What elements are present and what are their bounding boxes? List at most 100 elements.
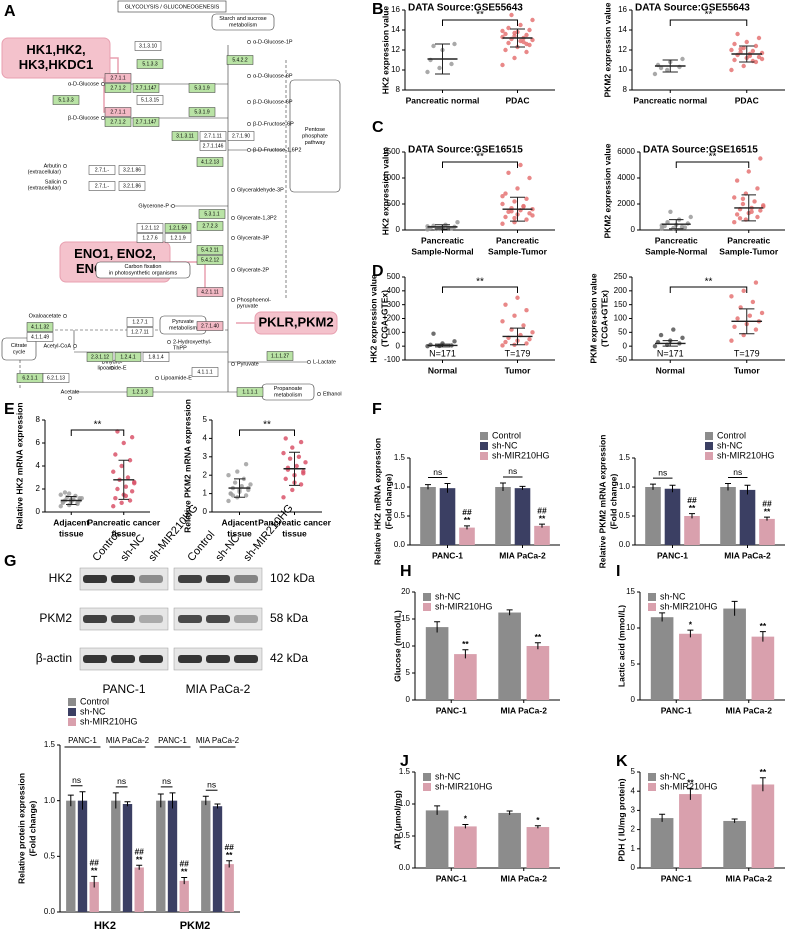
error-bar <box>91 875 98 888</box>
data-point <box>62 490 68 495</box>
enzyme-box <box>198 209 226 219</box>
y-axis-label: Glucose (mmol/L) <box>392 610 402 682</box>
count-label: T=179 <box>734 348 760 358</box>
data-point <box>512 55 517 61</box>
blot-band <box>178 655 202 663</box>
x-tick-label: Sample-Tumor <box>719 246 779 256</box>
error-bar <box>506 609 513 616</box>
error-bar <box>759 777 766 792</box>
x-tick-label: PANC-1 <box>436 873 467 883</box>
compound-label: (extracellular) <box>28 185 61 191</box>
enzyme-label: 1.2.1.3 <box>132 389 148 395</box>
y-axis-label: HK2 expression value <box>368 274 378 363</box>
enzyme-label: 2.3.1.12 <box>91 354 109 360</box>
data-point <box>530 17 535 23</box>
enzyme-box <box>226 55 254 65</box>
data-point <box>121 440 126 446</box>
data-point <box>506 170 511 175</box>
enzyme-box <box>236 387 264 397</box>
enzyme-box <box>136 233 164 243</box>
data-point <box>298 482 304 487</box>
data-point <box>512 30 517 36</box>
bar <box>439 488 456 545</box>
x-tick-label: Sample-Normal <box>411 246 473 256</box>
significance-label: ** <box>705 10 713 21</box>
enzyme-label: 2.7.2.3 <box>202 223 218 229</box>
x-tick-label: MIA PaCa-2 <box>501 705 548 715</box>
y-tick-label: 20 <box>401 587 410 596</box>
error-bar <box>462 823 469 829</box>
compound-label: α-D-Glucose-1P <box>253 39 293 45</box>
enzyme-box <box>136 223 164 233</box>
legend-label: sh-MIR210HG <box>660 601 718 611</box>
data-point <box>503 191 508 196</box>
data-point <box>111 469 116 474</box>
error-bar <box>731 600 738 616</box>
x-tick-label: Tumor <box>505 365 532 375</box>
panel-letter: B <box>372 1 384 18</box>
error-bar <box>659 813 666 822</box>
data-point <box>243 493 249 498</box>
panel-letter: E <box>4 401 15 418</box>
y-axis-label: Lactic acid (mmol/L) <box>616 605 626 687</box>
blot-band <box>139 575 163 583</box>
bar <box>459 527 475 545</box>
error-bar <box>444 483 451 493</box>
error-bar <box>759 631 766 642</box>
data-point <box>123 493 129 499</box>
y-axis-label: PDH ( IU/mg protein) <box>616 778 626 861</box>
chart-title: DATA Source:GSE16515 <box>408 145 523 156</box>
enzyme-box <box>199 141 227 151</box>
enzyme-label: 1.2.1.12 <box>141 225 159 231</box>
data-point <box>503 302 508 307</box>
sd-bar <box>669 219 684 230</box>
compound-label: α-D-Glucose-6P <box>253 73 293 79</box>
bar <box>679 794 702 868</box>
blot-band <box>139 655 163 663</box>
enzyme-box <box>132 83 160 93</box>
enzyme-box <box>188 83 216 93</box>
data-point <box>521 203 526 209</box>
compound-node <box>63 164 67 168</box>
data-point <box>500 343 505 348</box>
data-point <box>668 209 673 214</box>
y-tick-label: 200 <box>387 314 401 323</box>
significance-label: ** <box>476 152 484 163</box>
y-tick-label: 1.0 <box>44 796 56 805</box>
enzyme-label: 2.7.1.40 <box>201 323 219 329</box>
y-tick-label: 0 <box>203 507 208 516</box>
x-tick-label: PANC-1 <box>661 873 692 883</box>
error-bar <box>689 513 695 519</box>
y-tick-label: 0.0 <box>399 863 411 872</box>
sd-bar <box>234 478 245 498</box>
error-bar <box>534 642 541 650</box>
y-tick-label: 10 <box>401 641 410 650</box>
data-point <box>294 463 299 469</box>
x-tick-label: Sample-Tumor <box>488 246 548 256</box>
enzyme-label: 4.1.1.32 <box>31 324 49 330</box>
y-tick-label: 500 <box>387 199 401 208</box>
legend-swatch <box>705 432 713 440</box>
compound-node <box>63 180 67 184</box>
x-tick-label: MIA PaCa-2 <box>499 550 546 560</box>
blot-row-label: β-actin <box>36 651 72 665</box>
compound-node <box>307 360 311 364</box>
enzyme-label: 2.7.1.146 <box>203 143 224 149</box>
y-tick-label: 8 <box>396 85 401 94</box>
enzyme-box <box>118 165 146 175</box>
error-bar <box>157 793 164 808</box>
bar <box>212 806 223 912</box>
data-point <box>500 62 505 68</box>
bar <box>156 800 166 912</box>
group-label: MIA PaCa-2 <box>106 736 150 745</box>
legend-swatch <box>480 452 488 460</box>
y-tick-label: 1.0 <box>399 799 411 808</box>
y-tick-label: 0.5 <box>619 511 631 520</box>
data-point <box>125 475 131 480</box>
y-axis-label: (TCGA+GTEx) <box>599 290 609 347</box>
data-point <box>500 194 505 199</box>
y-tick-label: 12 <box>391 45 400 54</box>
y-tick-label: 1500 <box>382 147 400 156</box>
data-point <box>753 43 759 49</box>
y-axis-label: Relative protein expression <box>16 773 26 884</box>
